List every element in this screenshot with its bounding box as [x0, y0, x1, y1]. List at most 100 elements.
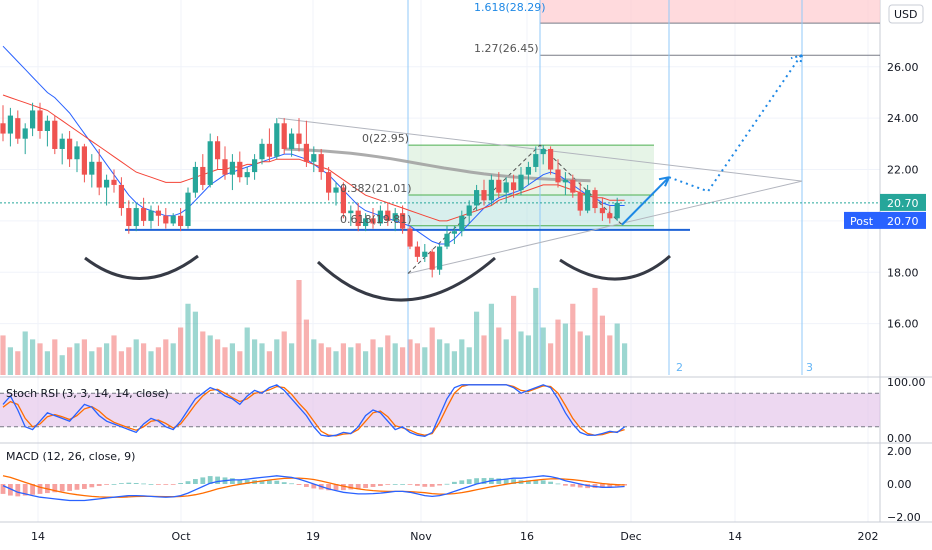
candle-body	[111, 179, 117, 185]
last-price-badge	[880, 193, 926, 211]
macd-histogram-bar	[333, 484, 339, 491]
time-tick-label: Oct	[171, 530, 191, 543]
macd-histogram-bar	[104, 484, 109, 485]
macd-histogram-bar	[526, 480, 531, 484]
volume-bar	[37, 343, 43, 375]
volume-bar	[355, 343, 361, 375]
volume-bar	[141, 343, 147, 375]
candle-body	[326, 172, 332, 193]
macd-histogram-bar	[511, 479, 516, 484]
macd-histogram-bar	[207, 476, 213, 484]
volume-bar	[126, 347, 132, 375]
time-axis[interactable]: 14 Oct 19 Nov 16 Dec 14 202	[31, 530, 879, 543]
candle-body	[451, 231, 457, 234]
volume-bar	[555, 319, 561, 375]
volume-bar	[548, 343, 554, 375]
volume-bar	[148, 351, 154, 375]
volume-bar	[437, 339, 443, 375]
macd-histogram-bar	[111, 484, 117, 485]
volume-bar	[451, 351, 457, 375]
volume-bar	[400, 347, 406, 375]
candle-body	[585, 190, 591, 211]
macd-histogram-bar	[363, 484, 368, 488]
candle-body	[289, 133, 295, 149]
candle-body	[311, 154, 317, 162]
candle-body	[30, 110, 36, 129]
volume-bar	[585, 335, 591, 375]
macd-histogram-bar	[392, 484, 398, 485]
macd-histogram-bar	[533, 480, 539, 484]
volume-bar	[311, 339, 317, 375]
volume-bar	[533, 287, 539, 375]
currency-button	[888, 4, 924, 24]
volume-bar	[363, 351, 369, 375]
price-tick-label: 16.00	[887, 318, 919, 331]
candle-body	[185, 192, 191, 227]
macd-histogram-bar	[474, 478, 479, 484]
candle-body	[163, 215, 169, 224]
candle-body	[614, 202, 620, 219]
macd-histogram-bar	[82, 484, 87, 489]
volume-bar	[178, 327, 184, 375]
volume-bar	[111, 335, 117, 375]
macd-histogram-bar	[341, 484, 346, 491]
volume-bar	[444, 343, 450, 375]
candle-body	[518, 174, 524, 191]
macd-histogram-bar	[466, 479, 472, 484]
candle-body	[385, 210, 391, 221]
volume-bar	[274, 339, 280, 375]
candle-body	[422, 251, 428, 257]
candle-body	[266, 143, 272, 157]
volume-bar	[599, 315, 605, 375]
volume-bar	[67, 347, 73, 375]
candle-body	[67, 138, 73, 160]
macd-histogram-bar	[385, 484, 391, 485]
volume-bar	[592, 287, 598, 375]
candle-body	[555, 169, 561, 183]
candle-body	[296, 133, 302, 144]
volume-bar	[503, 339, 509, 375]
candle-body	[459, 215, 465, 232]
macd-tick: −2.00	[887, 511, 921, 524]
fib-ext-label: 1.618(28.29)	[474, 1, 546, 14]
fib-level-label: 0.618(19.81)	[340, 213, 412, 226]
volume-bar	[289, 343, 295, 375]
stoch-rsi-label: Stoch RSI (3, 3, 14, 14, close)	[6, 387, 169, 400]
candle-body	[363, 218, 369, 227]
volume-bar	[74, 343, 80, 375]
macd-histogram-bar	[429, 484, 435, 487]
candle-body	[437, 246, 443, 270]
volume-bar	[7, 347, 13, 375]
candle-body	[74, 146, 80, 160]
candle-body	[44, 120, 50, 131]
macd-histogram-bar	[22, 484, 28, 496]
volume-bar	[96, 347, 102, 375]
volume-bar	[570, 303, 576, 375]
volume-bar	[385, 335, 391, 375]
price-axis[interactable]: USD16.0018.0020.0022.0024.0026.0020.70Po…	[844, 4, 926, 331]
macd-histogram-bar	[444, 483, 450, 485]
candle-body	[407, 228, 413, 247]
macd-histogram-bar	[15, 484, 21, 497]
macd-histogram-bar	[577, 484, 583, 488]
projection-label-2: 2	[676, 361, 683, 374]
candle-body	[274, 123, 280, 157]
macd-signal-line	[2, 475, 625, 498]
volume-bar	[318, 343, 324, 375]
volume-bar	[525, 335, 531, 375]
macd-histogram-bar	[230, 478, 235, 484]
macd-tick: 2.00	[887, 445, 912, 458]
volume-bars	[0, 280, 628, 375]
volume-bar	[518, 331, 524, 375]
candle-body	[562, 179, 568, 183]
volume-bar	[459, 339, 465, 375]
candle-body	[488, 179, 494, 201]
macd-histogram-bar	[296, 484, 302, 485]
time-tick-label: Dec	[620, 530, 641, 543]
candle-body	[511, 182, 517, 191]
macd-histogram-bar	[407, 484, 413, 485]
candle-body	[207, 141, 213, 185]
candle-body	[59, 138, 65, 149]
candle-body	[599, 208, 605, 214]
